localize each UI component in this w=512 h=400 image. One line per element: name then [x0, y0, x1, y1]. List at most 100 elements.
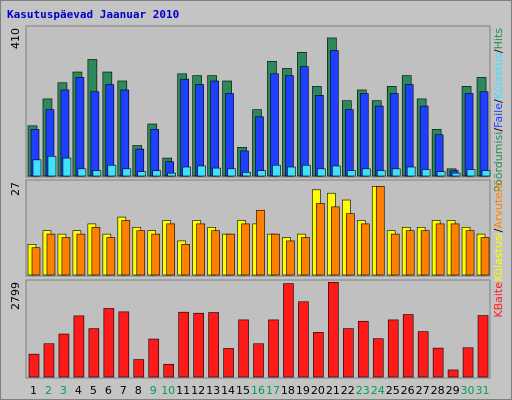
bar-kbaite-4 [73, 315, 85, 378]
bar-arvuteid-1 [31, 247, 41, 276]
bar-failid-18 [285, 75, 294, 177]
x-tick-label-8: 8 [135, 384, 142, 397]
legend-kulastusi: Külastusi [492, 232, 505, 281]
bar-kbaite-26 [402, 314, 414, 378]
x-tick-label-17: 17 [266, 384, 280, 397]
bar-faile-22 [347, 170, 356, 177]
bar-failid-7 [120, 89, 130, 177]
bar-failid-21 [330, 50, 339, 177]
bar-kbaite-1 [28, 353, 40, 378]
legend-sep: / [492, 128, 505, 132]
bar-arvuteid-13 [211, 230, 220, 276]
bar-faile-10 [167, 172, 177, 177]
bar-kbaite-27 [417, 331, 429, 378]
bar-arvuteid-3 [61, 237, 71, 276]
bar-kbaite-23 [357, 320, 369, 378]
bar-kbaite-15 [238, 319, 249, 378]
legend-arvuteid: Arvuteid [492, 182, 505, 229]
legend-sep: / [492, 49, 505, 53]
bar-arvuteid-21 [331, 206, 340, 276]
bar-kbaite-29 [447, 369, 459, 378]
bar-arvuteid-12 [196, 223, 205, 276]
legend-poordumisi: Pöördumisi [492, 132, 505, 193]
x-tick-label-2: 2 [45, 384, 52, 397]
bar-faile-28 [436, 171, 446, 177]
bar-failid-6 [105, 84, 115, 177]
bar-arvuteid-24 [375, 186, 385, 276]
bar-kbaite-19 [298, 301, 309, 378]
bar-kbaite-17 [268, 319, 279, 378]
legend-bottom: KBaite [492, 282, 505, 318]
x-tick-label-27: 27 [416, 384, 430, 397]
bar-kbaite-6 [103, 308, 115, 378]
bar-arvuteid-11 [181, 244, 190, 276]
bar-faile-2 [47, 155, 57, 177]
bar-kbaite-22 [343, 328, 354, 378]
bar-faile-12 [197, 165, 206, 177]
legend-middle: Külastusi/Arvuteid [492, 182, 505, 282]
bar-faile-6 [107, 164, 117, 177]
bar-faile-11 [182, 166, 191, 177]
legend-top: Pöördumisi/Faile/Külastus/Hits [492, 28, 505, 192]
bar-arvuteid-23 [360, 223, 370, 276]
y-max-label-bottom: 2799 [9, 282, 22, 310]
x-tick-label-20: 20 [311, 384, 325, 397]
legend-kulastus: Külastus [492, 53, 505, 99]
x-tick-label-23: 23 [356, 384, 370, 397]
bar-faile-26 [406, 166, 416, 177]
bar-arvuteid-31 [480, 237, 490, 276]
x-tick-label-25: 25 [386, 384, 400, 397]
bar-faile-25 [391, 168, 401, 177]
bar-faile-3 [62, 157, 72, 177]
bar-failid-19 [300, 66, 309, 177]
x-tick-label-14: 14 [221, 384, 235, 397]
bar-arvuteid-20 [316, 203, 325, 276]
bar-kbaite-21 [328, 281, 339, 378]
bar-failid-31 [479, 91, 489, 177]
bar-kbaite-8 [133, 359, 145, 378]
bar-failid-20 [315, 95, 324, 177]
bar-arvuteid-14 [226, 233, 235, 276]
bar-failid-17 [270, 73, 279, 177]
x-tick-label-10: 10 [161, 384, 175, 397]
x-tick-label-22: 22 [341, 384, 355, 397]
bar-arvuteid-9 [151, 233, 161, 276]
x-tick-label-16: 16 [251, 384, 265, 397]
bar-faile-20 [317, 168, 326, 177]
bar-kbaite-28 [432, 347, 444, 378]
bar-kbaite-11 [178, 311, 189, 378]
bar-kbaite-7 [118, 311, 130, 378]
bar-arvuteid-26 [405, 230, 415, 276]
bar-faile-18 [287, 166, 296, 177]
bar-arvuteid-15 [241, 223, 250, 276]
bar-faile-13 [212, 167, 221, 177]
bar-failid-16 [255, 116, 264, 177]
bar-arvuteid-6 [106, 237, 116, 276]
bar-failid-22 [345, 109, 354, 177]
bar-faile-9 [152, 170, 162, 177]
x-tick-label-19: 19 [296, 384, 310, 397]
bar-failid-4 [75, 77, 85, 177]
legend-faile: Faile [492, 103, 505, 128]
x-tick-label-3: 3 [60, 384, 67, 397]
bar-failid-12 [195, 84, 204, 177]
bar-faile-15 [242, 172, 251, 177]
legend-sep: / [492, 228, 505, 232]
bar-faile-8 [137, 171, 147, 177]
bar-faile-17 [272, 164, 281, 177]
bar-kbaite-30 [462, 347, 474, 378]
x-tick-label-29: 29 [446, 384, 460, 397]
bar-failid-13 [210, 80, 219, 177]
bar-arvuteid-18 [286, 240, 295, 276]
x-tick-label-18: 18 [281, 384, 295, 397]
bar-faile-21 [332, 165, 341, 177]
x-tick-label-1: 1 [30, 384, 37, 397]
x-tick-label-31: 31 [476, 384, 490, 397]
x-tick-label-24: 24 [371, 384, 385, 397]
bar-faile-29 [451, 172, 461, 177]
bar-faile-1 [32, 159, 42, 177]
bar-failid-5 [90, 91, 100, 177]
y-max-label-middle: 27 [9, 182, 22, 196]
x-tick-label-6: 6 [105, 384, 112, 397]
